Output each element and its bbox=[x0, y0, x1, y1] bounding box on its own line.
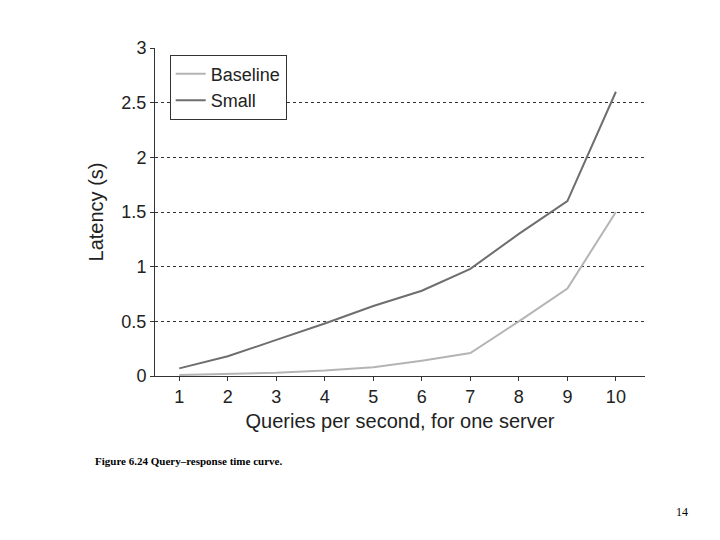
svg-text:1.5: 1.5 bbox=[121, 202, 146, 222]
svg-text:0.5: 0.5 bbox=[121, 312, 146, 332]
svg-text:10: 10 bbox=[606, 387, 626, 407]
svg-text:7: 7 bbox=[465, 387, 475, 407]
svg-text:Queries per second, for one se: Queries per second, for one server bbox=[245, 410, 554, 432]
svg-text:3: 3 bbox=[136, 38, 146, 58]
svg-text:2.5: 2.5 bbox=[121, 93, 146, 113]
svg-text:2: 2 bbox=[136, 148, 146, 168]
svg-text:5: 5 bbox=[368, 387, 378, 407]
svg-text:8: 8 bbox=[514, 387, 524, 407]
svg-text:Latency (s): Latency (s) bbox=[85, 163, 107, 262]
svg-text:1: 1 bbox=[136, 257, 146, 277]
svg-text:6: 6 bbox=[417, 387, 427, 407]
svg-text:Baseline: Baseline bbox=[211, 65, 280, 85]
html-text:14: 14 bbox=[676, 505, 688, 519]
svg-text:9: 9 bbox=[562, 387, 572, 407]
svg-text:3: 3 bbox=[271, 387, 281, 407]
html-text:Figure 6.24 Query–response tim: Figure 6.24 Query–response time curve. bbox=[95, 455, 283, 467]
svg-text:1: 1 bbox=[174, 387, 184, 407]
svg-text:2: 2 bbox=[223, 387, 233, 407]
svg-text:0: 0 bbox=[136, 366, 146, 386]
svg-text:Small: Small bbox=[211, 91, 256, 111]
svg-text:4: 4 bbox=[320, 387, 330, 407]
